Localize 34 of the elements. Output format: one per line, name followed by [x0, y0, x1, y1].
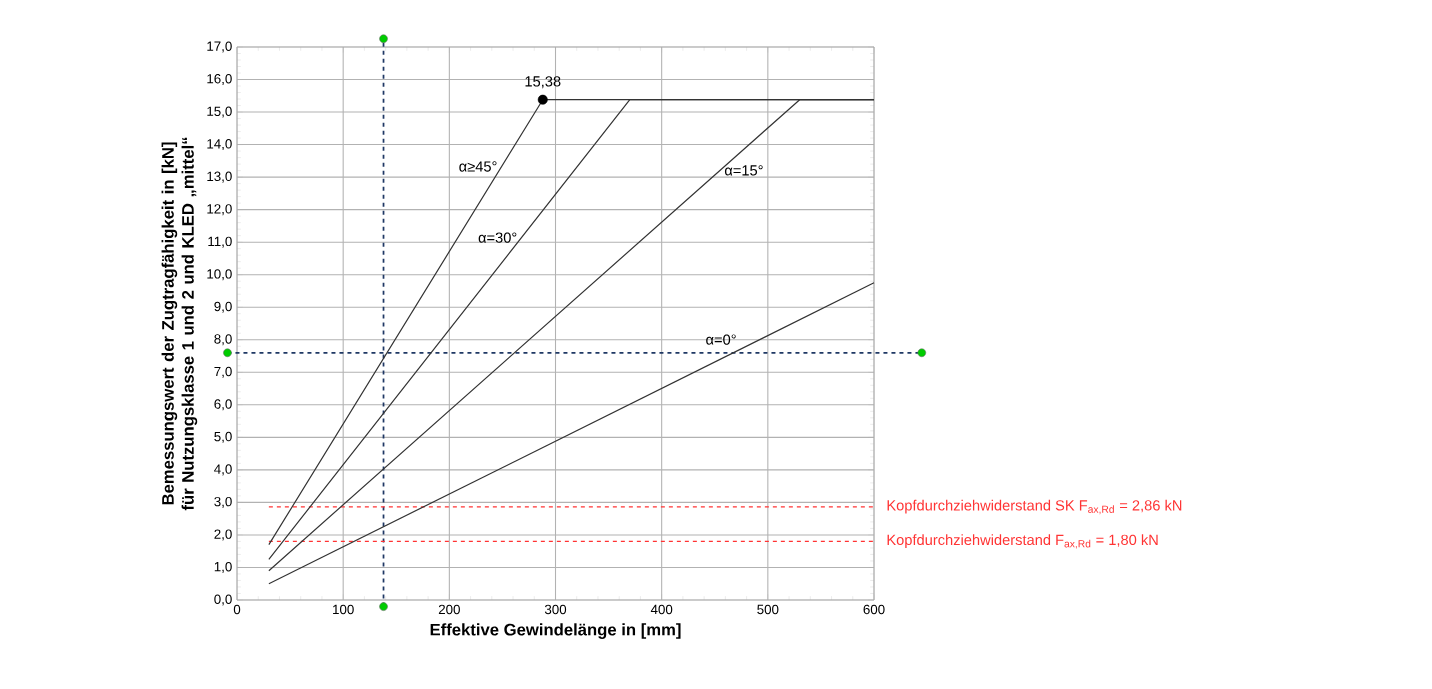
- x-tick-label: 200: [438, 604, 460, 615]
- y-tick-label: 17,0: [207, 41, 232, 53]
- y-tick-label: 10,0: [207, 269, 232, 281]
- y-tick-label: 13,0: [207, 171, 232, 183]
- y-tick-label: 15,0: [207, 106, 232, 118]
- x-tick-label: 300: [544, 604, 567, 615]
- x-tick-label: 500: [757, 604, 779, 615]
- ref-line-label: Kopfdurchziehwiderstand SK F$_{ax,Rd}$ = 2,86 kN: [887, 499, 1182, 515]
- y-axis-title: Bemessungswert der Zugtragfähigkeit in [kN] für Nutzungsklasse 1 und 2 und KLED „mittel“: [161, 137, 198, 511]
- x-tick-label: 100: [333, 604, 354, 615]
- x-tick-label: 600: [863, 604, 885, 615]
- x-axis-title: Effektive Gewindelänge in [mm]: [430, 623, 681, 639]
- x-tick-label: 400: [650, 604, 673, 615]
- series-label: α≥45°: [459, 161, 497, 172]
- y-tick-label: 4,0: [214, 464, 232, 476]
- y-tick-label: 16,0: [207, 74, 232, 86]
- y-tick-label: 6,0: [214, 399, 232, 411]
- series-label: α=30°: [478, 232, 517, 243]
- y-tick-label: 7,0: [214, 366, 232, 378]
- y-tick-label: 1,0: [214, 561, 232, 573]
- y-tick-label: 2,0: [214, 529, 232, 541]
- y-tick-label: 5,0: [214, 431, 232, 443]
- series-label: α=0°: [706, 334, 736, 345]
- y-tick-label: 3,0: [214, 496, 232, 508]
- y-tick-label: 11,0: [208, 236, 232, 248]
- y-tick-label: 8,0: [214, 334, 232, 346]
- series-label: α=15°: [724, 165, 763, 176]
- y-tick-label: 12,0: [207, 204, 232, 216]
- y-tick-label: 0,0: [214, 594, 232, 606]
- y-tick-label: 9,0: [214, 301, 232, 313]
- x-tick-label: 0: [233, 604, 241, 615]
- ref-line-label: Kopfdurchziehwiderstand F$_{ax,Rd}$ = 1,80 kN: [887, 534, 1158, 549]
- y-tick-label: 14,0: [207, 139, 232, 151]
- data-label: 15,38: [525, 76, 561, 89]
